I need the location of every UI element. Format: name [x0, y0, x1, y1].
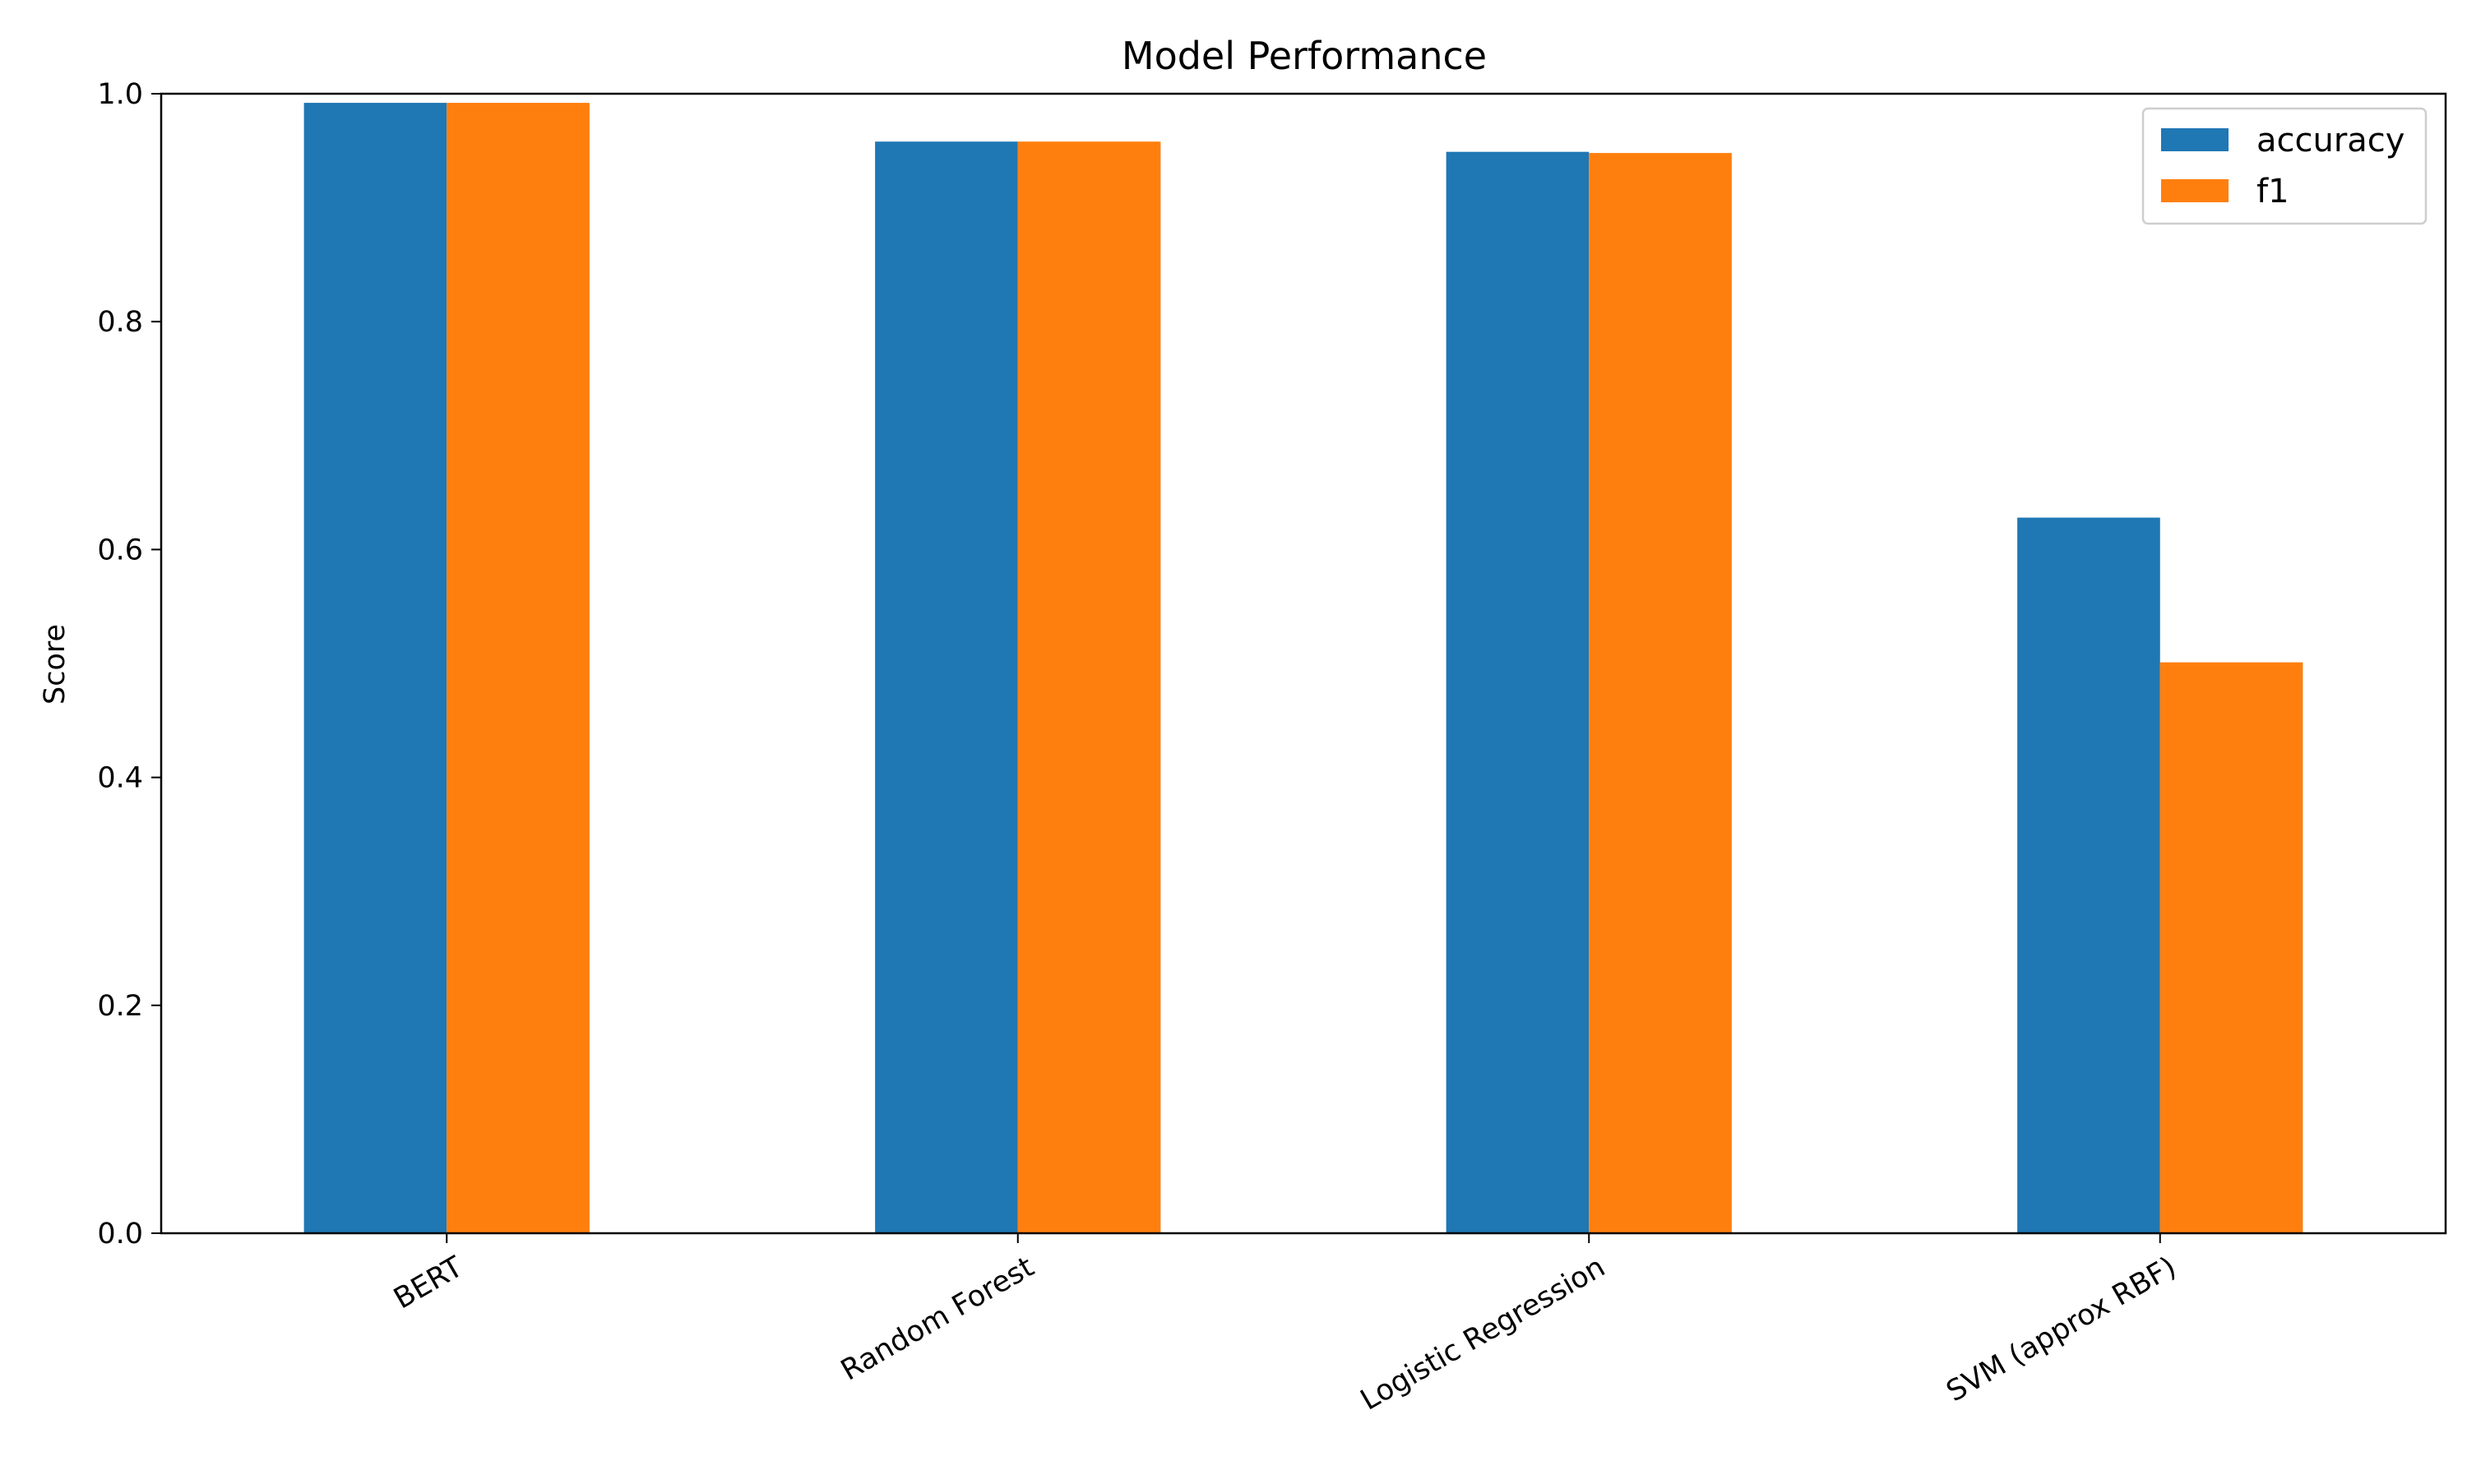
legend-label-f1: f1	[2256, 173, 2289, 210]
bar-f1-0	[447, 103, 590, 1233]
bar-accuracy-3	[2017, 517, 2160, 1233]
plot-frame	[160, 92, 2447, 1235]
y-tick-label: 0.2	[97, 990, 143, 1023]
bar-f1-3	[2159, 662, 2303, 1233]
y-tick-label: 0.8	[97, 306, 143, 339]
y-tick-label: 0.6	[97, 534, 143, 566]
legend: accuracy f1	[2141, 107, 2428, 225]
y-tick-label: 0.0	[97, 1218, 143, 1251]
y-axis: 0.0 0.2 0.4 0.6 0.8 1.0	[97, 78, 161, 1251]
legend-label-accuracy: accuracy	[2256, 122, 2405, 159]
legend-swatch-accuracy	[2161, 128, 2229, 151]
bars-layer	[303, 103, 2303, 1233]
bar-f1-1	[1017, 141, 1161, 1233]
chart-title: Model Performance	[1122, 34, 1487, 78]
bar-accuracy-1	[875, 141, 1018, 1233]
legend-swatch-f1	[2161, 179, 2229, 202]
y-tick-label: 1.0	[97, 78, 143, 111]
y-tick-label: 0.4	[97, 762, 143, 795]
y-axis-title: Score	[39, 624, 72, 705]
bar-accuracy-0	[303, 103, 447, 1233]
bar-f1-2	[1589, 153, 1732, 1233]
bar-accuracy-2	[1446, 151, 1590, 1233]
legend-items: accuracy f1	[2161, 122, 2405, 210]
